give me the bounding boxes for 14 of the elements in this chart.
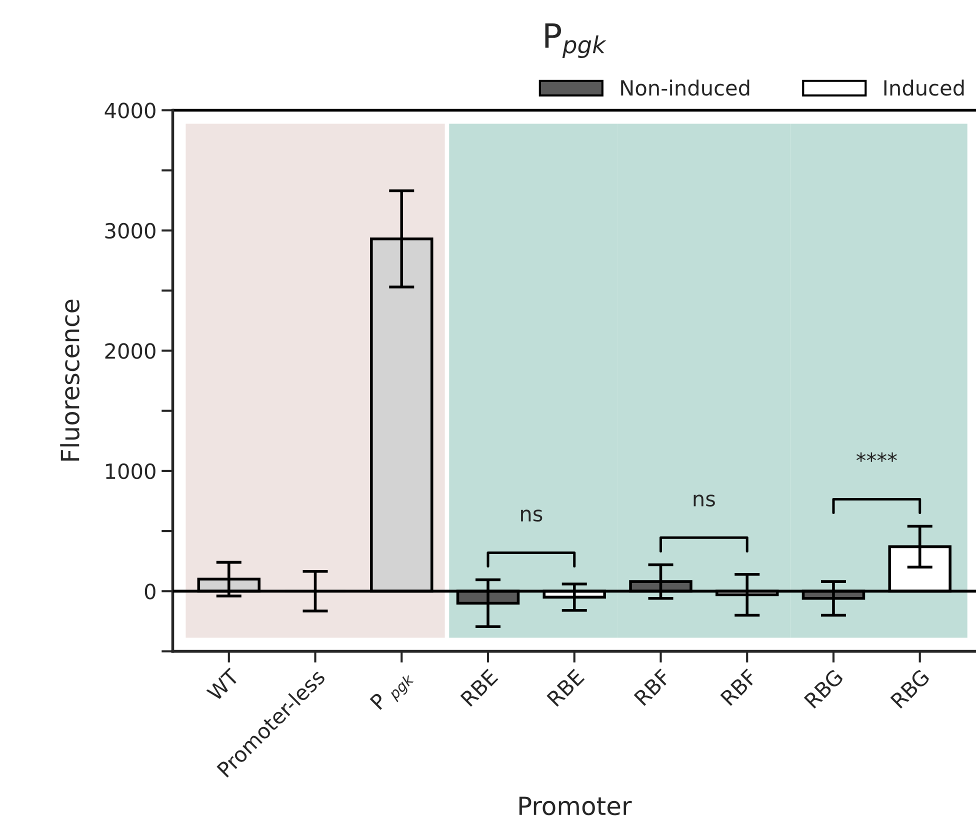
x-tick-label: P $_{pgk}$ — [370, 667, 417, 714]
annotation: **** — [856, 452, 897, 462]
y-tick-label: 2000 — [105, 343, 156, 359]
legend-label: Induced — [884, 80, 964, 96]
annotation: ns — [521, 510, 542, 522]
y-tick-label: 1000 — [106, 463, 156, 480]
chart-title: P$_{pgk}$ — [545, 23, 606, 58]
y-axis-title: Fluorescence — [60, 300, 80, 461]
x-axis-title: Promoter — [519, 796, 632, 816]
y-tick-label: 4000 — [104, 102, 156, 118]
y-tick-label: 3000 — [105, 222, 156, 239]
legend-label: Non-induced — [621, 80, 750, 96]
annotation: ns — [694, 494, 715, 507]
y-tick-label: 0 — [144, 584, 156, 600]
